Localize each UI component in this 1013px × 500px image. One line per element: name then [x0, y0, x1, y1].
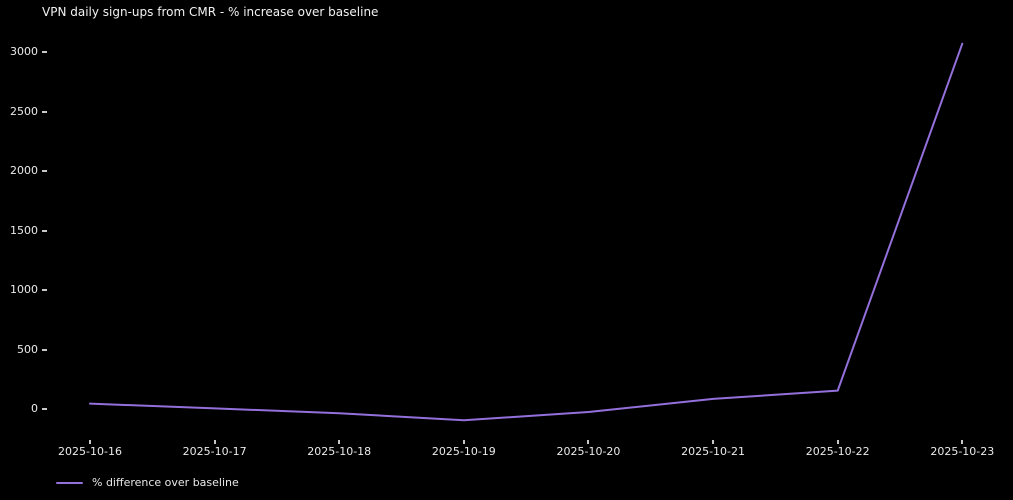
y-tick-label: 1500: [10, 223, 38, 237]
y-tick-mark: [42, 110, 47, 113]
legend-label: % difference over baseline: [92, 476, 239, 489]
y-tick-label: 1000: [10, 283, 38, 296]
chart-title: VPN daily sign-ups from CMR - % increase…: [42, 5, 379, 19]
y-tick-mark: [42, 408, 47, 410]
x-tick-label: 2025-10-23: [930, 445, 995, 458]
y-tick-label: 3000: [10, 45, 38, 58]
x-tick-label: 2025-10-20: [556, 445, 621, 458]
x-tick-mark: [961, 440, 964, 444]
x-tick-label: 2025-10-16: [58, 445, 122, 458]
y-tick-label: 0: [31, 402, 38, 415]
x-tick-label: 2025-10-17: [182, 445, 247, 458]
x-tick-label: 2025-10-22: [805, 445, 870, 458]
legend-line-swatch: [56, 481, 83, 484]
y-tick-label: 2000: [10, 164, 38, 177]
legend: % difference over baseline: [56, 476, 239, 489]
y-tick-label: 2500: [10, 104, 38, 118]
series-line: [89, 42, 964, 422]
x-tick-label: 2025-10-19: [431, 445, 496, 458]
y-tick-mark: [42, 229, 47, 232]
y-tick-mark: [42, 348, 47, 351]
x-tick-mark: [89, 440, 91, 444]
x-tick-mark: [213, 440, 216, 444]
y-tick-mark: [42, 289, 47, 291]
x-tick-mark: [462, 440, 465, 444]
x-tick-mark: [587, 440, 590, 444]
y-tick-mark: [42, 170, 47, 172]
y-tick-mark: [42, 51, 47, 53]
y-tick-label: 500: [17, 342, 38, 356]
x-tick-mark: [338, 440, 341, 444]
x-tick-label: 2025-10-21: [681, 445, 746, 458]
x-tick-mark: [836, 440, 839, 444]
x-tick-label: 2025-10-18: [307, 445, 372, 458]
x-tick-mark: [712, 440, 715, 444]
